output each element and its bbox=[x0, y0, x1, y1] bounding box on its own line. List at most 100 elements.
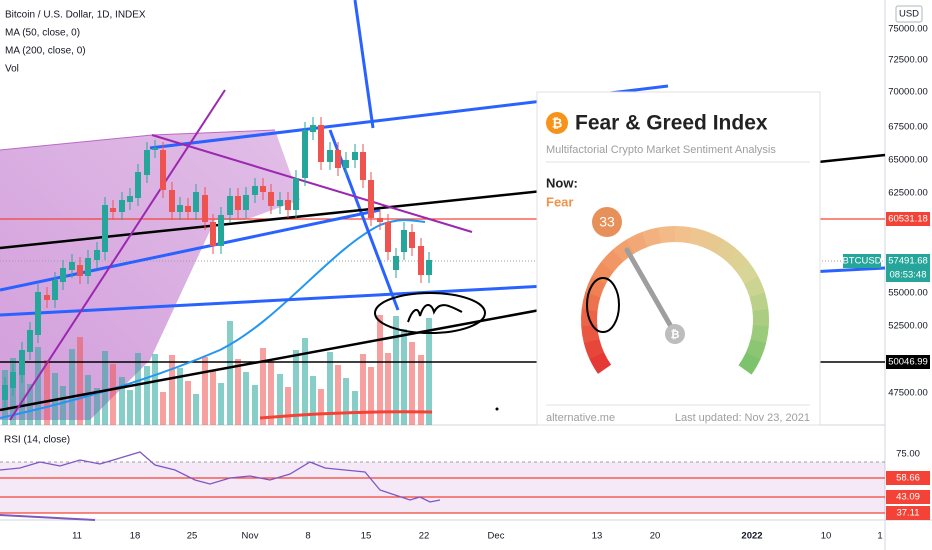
price-tag bbox=[886, 212, 930, 226]
rsi-line bbox=[0, 451, 441, 503]
candle bbox=[2, 385, 8, 400]
rsi-tag-label: 58.66 bbox=[896, 473, 920, 484]
price-label: 62500.00 bbox=[888, 188, 928, 199]
volume-bar bbox=[235, 359, 241, 425]
candle bbox=[202, 195, 208, 222]
volume-bar bbox=[177, 368, 183, 425]
candle bbox=[302, 130, 308, 178]
volume-bar bbox=[368, 367, 374, 425]
time-label: 1 bbox=[877, 531, 882, 542]
candle bbox=[327, 150, 333, 162]
candle bbox=[19, 350, 25, 375]
volume-bar bbox=[218, 383, 224, 425]
candle bbox=[102, 205, 108, 252]
time-axis: 11 18 25 Nov 8 15 22 Dec 13 20 2022 10 1 bbox=[72, 531, 883, 542]
volume-bar bbox=[152, 354, 158, 425]
time-label: 20 bbox=[650, 531, 661, 542]
candle bbox=[60, 268, 66, 282]
volume-bar bbox=[293, 350, 299, 425]
trend-line bbox=[9, 89, 226, 421]
currency: USD bbox=[899, 9, 919, 20]
candle bbox=[227, 196, 233, 215]
volume-bar bbox=[335, 365, 341, 425]
candle bbox=[418, 246, 424, 275]
volume-bar bbox=[426, 318, 432, 425]
value: 33 bbox=[599, 214, 615, 230]
pattern-fill bbox=[0, 130, 300, 420]
gauge-segment bbox=[745, 338, 767, 360]
candle bbox=[277, 200, 283, 206]
time-label: 2022 bbox=[741, 531, 762, 542]
annotation-scribble bbox=[407, 304, 463, 323]
candle bbox=[318, 125, 324, 162]
price-tag bbox=[886, 355, 930, 369]
volume-bar bbox=[69, 349, 75, 425]
volume-bar bbox=[110, 364, 116, 425]
countdown: 08:53:48 bbox=[890, 270, 927, 281]
volume-bar bbox=[327, 352, 333, 425]
indicator: Vol bbox=[5, 64, 19, 75]
candle bbox=[360, 152, 366, 180]
candle bbox=[285, 200, 291, 210]
volume-bar bbox=[401, 329, 407, 425]
gauge-segment bbox=[736, 262, 759, 285]
gauge-segment bbox=[674, 226, 693, 244]
volume-bar bbox=[102, 351, 108, 425]
volume-bar bbox=[185, 381, 191, 425]
needle bbox=[624, 247, 676, 333]
volume-bar bbox=[418, 355, 424, 425]
rsi-tag-label: 37.11 bbox=[896, 508, 919, 519]
candle bbox=[135, 172, 141, 198]
trend-line bbox=[151, 134, 473, 233]
gauge-segment bbox=[581, 324, 600, 344]
price-label: 52500.00 bbox=[888, 321, 928, 332]
hub-glyph: ₿ bbox=[671, 329, 680, 341]
symbol-title: Bitcoin / U.S. Dollar, 1D, INDEX bbox=[5, 10, 146, 21]
price-tag-label: 60531.18 bbox=[888, 214, 928, 225]
candle bbox=[177, 205, 183, 212]
last-price: 57491.68 bbox=[888, 256, 928, 267]
rsi-tag bbox=[886, 490, 930, 504]
volume-bar bbox=[285, 387, 291, 425]
gauge-segment bbox=[658, 226, 676, 244]
candle bbox=[119, 200, 125, 212]
candle bbox=[352, 152, 358, 160]
candle bbox=[343, 160, 349, 168]
updated: Last updated: Nov 23, 2021 bbox=[675, 412, 810, 424]
annotation-circle bbox=[374, 292, 486, 334]
candle bbox=[401, 230, 407, 252]
price-label: 67500.00 bbox=[888, 122, 928, 133]
price-label: 70000.00 bbox=[888, 87, 928, 98]
volume-bar bbox=[277, 374, 283, 425]
candle bbox=[27, 330, 33, 352]
trend-line bbox=[328, 129, 400, 311]
volume-bar bbox=[210, 370, 216, 425]
value-bubble bbox=[592, 207, 622, 237]
candle bbox=[52, 280, 58, 300]
volume-bar bbox=[169, 355, 175, 425]
volume-bar bbox=[302, 338, 308, 425]
candle bbox=[243, 195, 249, 210]
volume-bar bbox=[393, 316, 399, 425]
gauge-segment bbox=[688, 227, 710, 248]
rsi-trend bbox=[0, 514, 96, 521]
currency-button[interactable] bbox=[895, 5, 923, 23]
volume-bar bbox=[409, 342, 415, 425]
candle bbox=[409, 232, 415, 248]
symbol-tag bbox=[843, 254, 881, 268]
candle bbox=[185, 206, 191, 212]
symbol-tag-label: BTCUSD bbox=[842, 256, 881, 267]
candle bbox=[210, 222, 216, 246]
candle bbox=[193, 192, 199, 212]
time-label: Dec bbox=[488, 531, 505, 542]
time-label: 11 bbox=[72, 531, 82, 542]
candle bbox=[268, 192, 274, 206]
price-label: 65000.00 bbox=[888, 155, 928, 166]
time-label: 22 bbox=[419, 531, 430, 542]
rsi-label: RSI (14, close) bbox=[4, 435, 70, 446]
rsi-scale: 75.00 bbox=[896, 449, 920, 460]
price-scale: 75000.00 72500.00 70000.00 67500.00 65000.00… bbox=[888, 24, 928, 399]
volume-bar bbox=[85, 375, 91, 425]
gauge-segment bbox=[715, 239, 739, 263]
